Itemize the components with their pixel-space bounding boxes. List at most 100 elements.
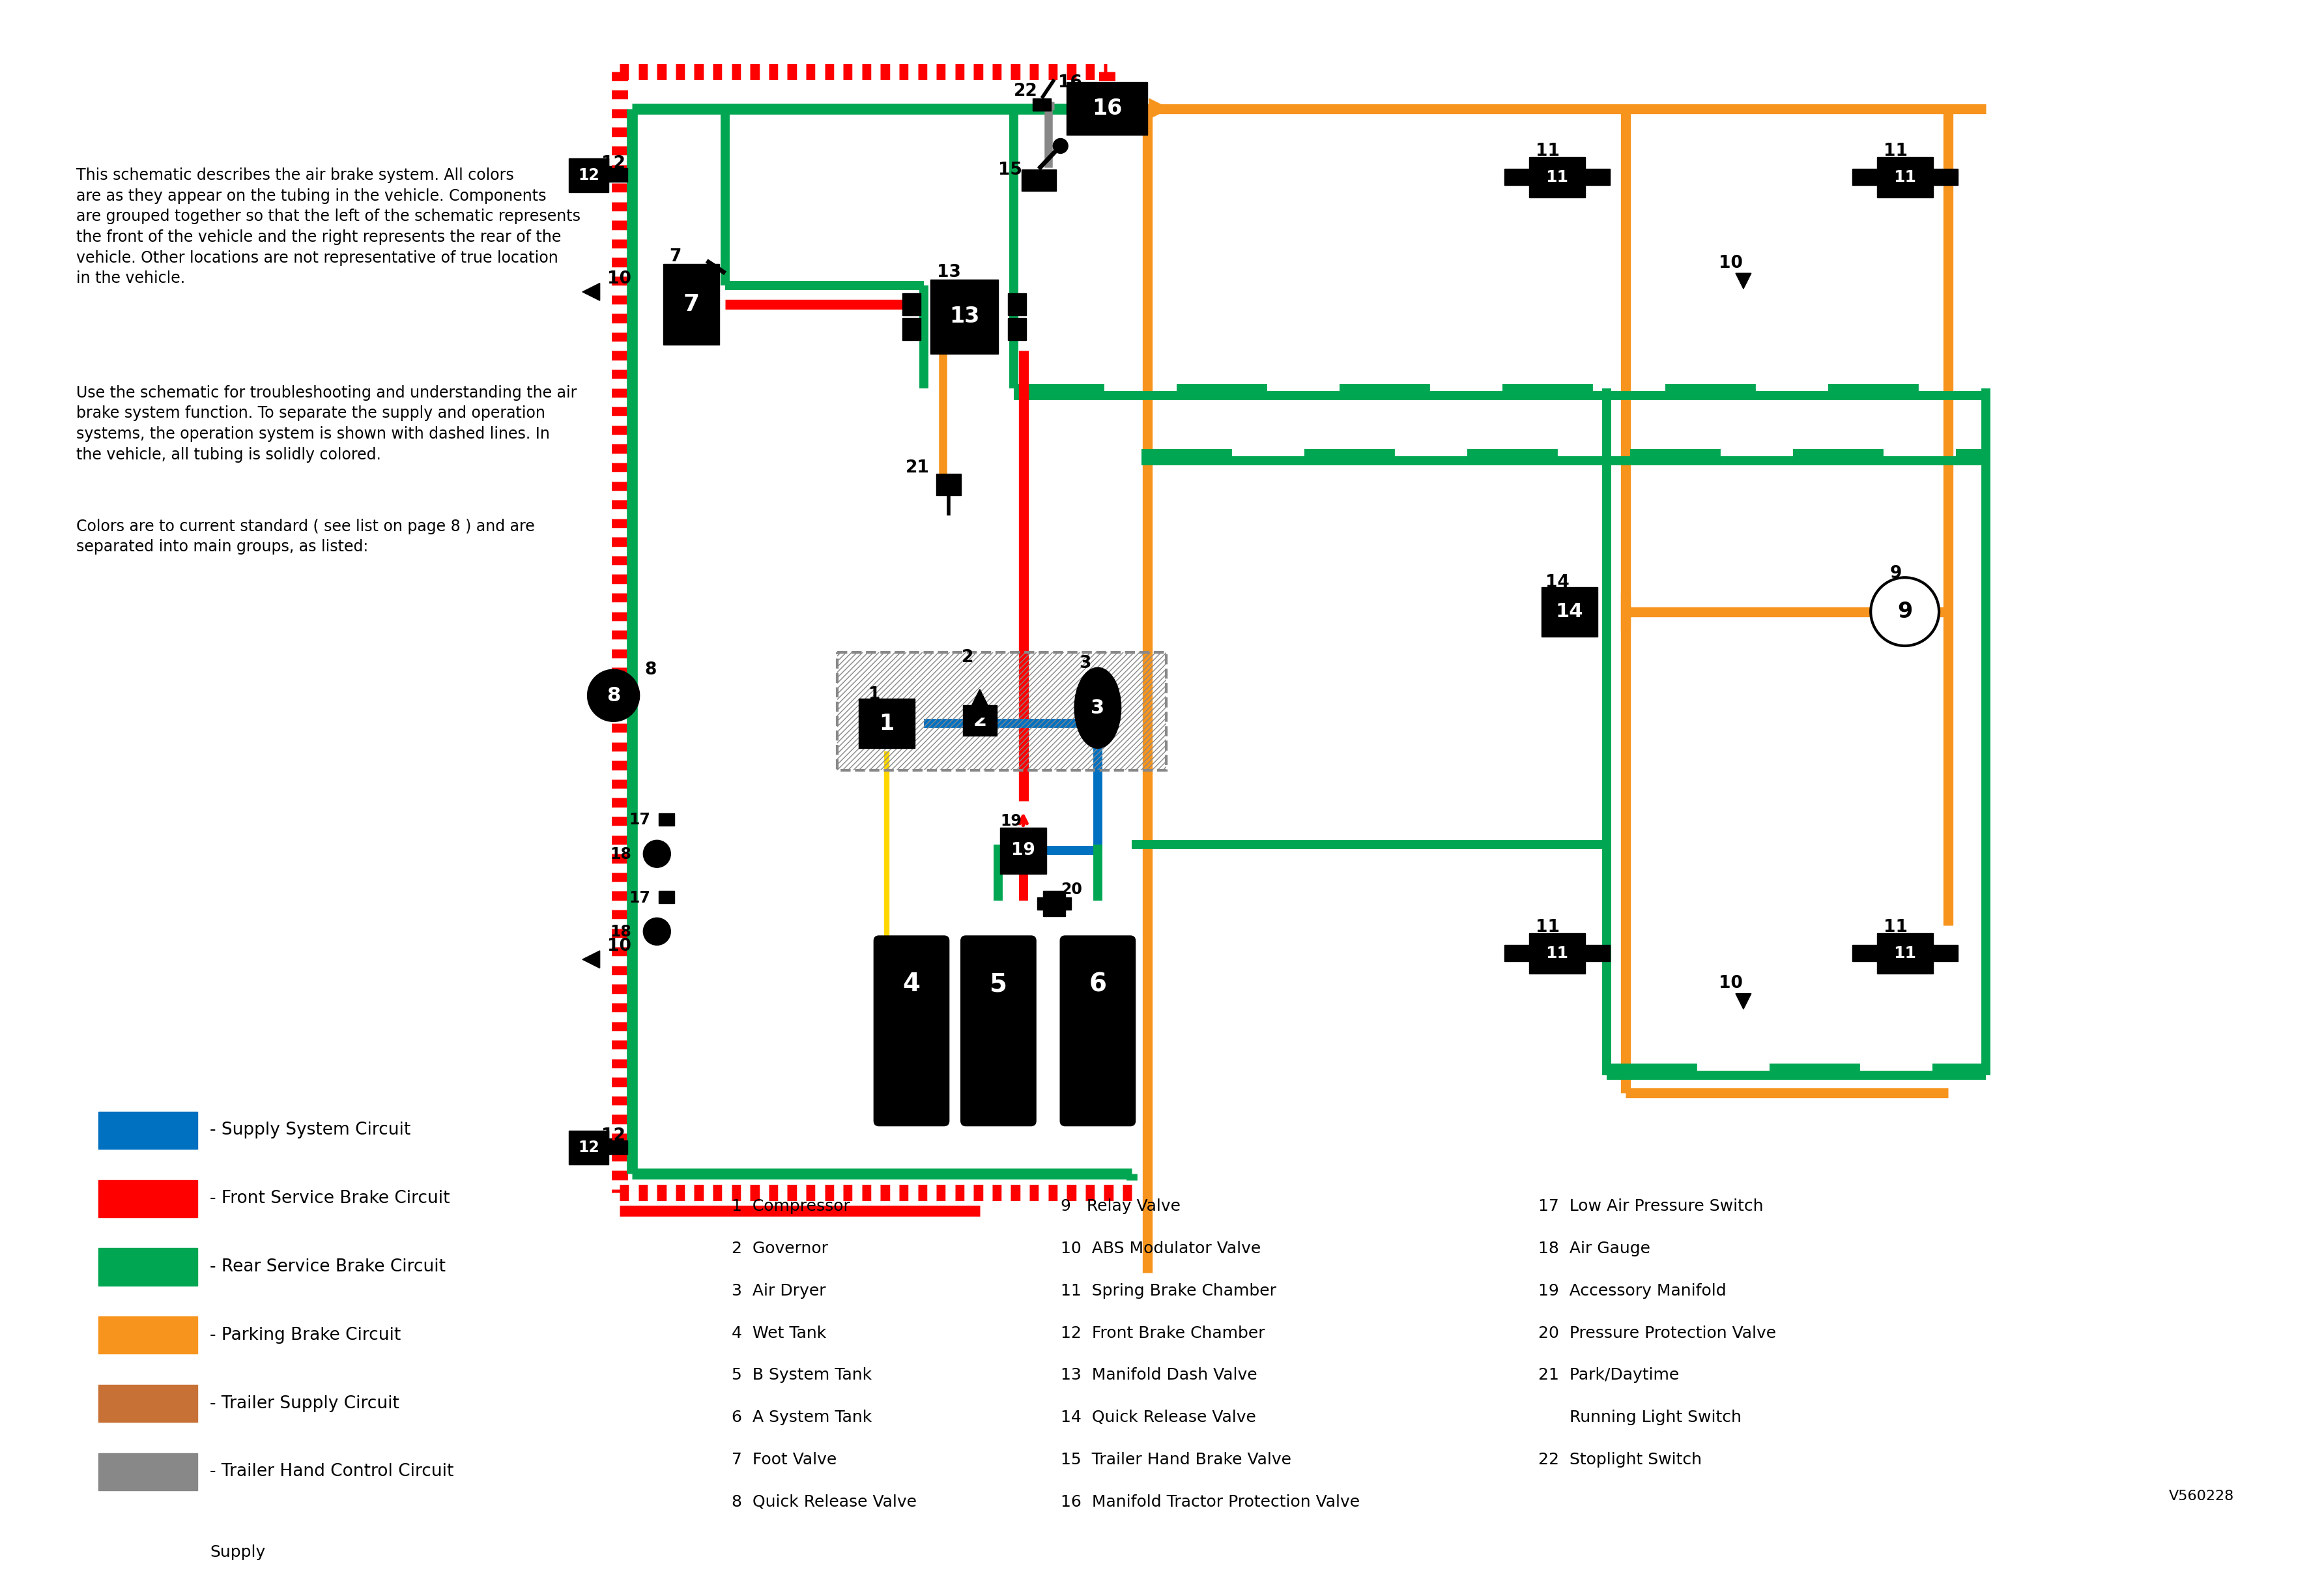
Bar [962, 705, 997, 736]
Text: 7: 7 [683, 293, 700, 316]
Text: 19: 19 [1011, 842, 1034, 859]
Circle shape [588, 669, 639, 722]
Text: 11: 11 [1882, 143, 1908, 159]
Bar [98, 1454, 198, 1490]
Bar [1852, 169, 1878, 185]
Bar [609, 1141, 627, 1154]
Text: 15: 15 [999, 161, 1023, 179]
Bar [1585, 169, 1611, 185]
Text: 8: 8 [607, 685, 621, 705]
Bar [1023, 169, 1055, 191]
Text: 13  Manifold Dash Valve: 13 Manifold Dash Valve [1060, 1368, 1257, 1384]
Text: 12: 12 [602, 155, 625, 172]
Text: - Front Service Brake Circuit: - Front Service Brake Circuit [209, 1191, 451, 1207]
Bar [569, 1130, 609, 1165]
Text: 19  Accessory Manifold: 19 Accessory Manifold [1538, 1283, 1727, 1299]
Polygon shape [1150, 99, 1169, 118]
Text: 16: 16 [1057, 75, 1081, 91]
Text: 20  Pressure Protection Valve: 20 Pressure Protection Valve [1538, 1325, 1776, 1341]
Text: 10: 10 [607, 269, 632, 287]
Text: This schematic describes the air brake system. All colors
are as they appear on : This schematic describes the air brake s… [77, 167, 581, 287]
FancyBboxPatch shape [960, 936, 1037, 1125]
Text: 14: 14 [1555, 603, 1583, 622]
Circle shape [1053, 139, 1069, 153]
Bar [1067, 83, 1148, 135]
Bar [837, 652, 1167, 770]
Text: 11: 11 [1882, 920, 1908, 936]
Text: 3: 3 [1090, 698, 1104, 717]
Text: 12  Front Brake Chamber: 12 Front Brake Chamber [1060, 1325, 1264, 1341]
Text: 11: 11 [1894, 945, 1917, 961]
Text: - Supply System Circuit: - Supply System Circuit [209, 1122, 411, 1138]
Text: 14  Quick Release Valve: 14 Quick Release Valve [1060, 1409, 1255, 1425]
Text: 2  Governor: 2 Governor [732, 1240, 827, 1256]
Text: 12: 12 [602, 1127, 625, 1144]
Bar [1062, 897, 1071, 910]
Text: 6: 6 [1090, 972, 1106, 996]
Bar [1529, 932, 1585, 974]
Text: 18  Air Gauge: 18 Air Gauge [1538, 1240, 1650, 1256]
Circle shape [644, 918, 672, 945]
Bar [658, 891, 674, 904]
Text: Running Light Switch: Running Light Switch [1538, 1409, 1741, 1425]
Bar [569, 158, 609, 193]
Text: 11: 11 [1536, 143, 1559, 159]
Bar [658, 813, 674, 826]
Text: 9: 9 [1889, 566, 1901, 582]
Bar [1878, 156, 1934, 198]
Bar [858, 698, 916, 748]
Polygon shape [1736, 273, 1752, 289]
Bar [1878, 932, 1934, 974]
Text: 12: 12 [579, 1140, 600, 1156]
Bar [98, 1111, 198, 1149]
Text: V560228: V560228 [2168, 1490, 2233, 1503]
Text: - Rear Service Brake Circuit: - Rear Service Brake Circuit [209, 1258, 446, 1275]
Bar [1037, 897, 1046, 910]
Text: 13: 13 [948, 306, 978, 327]
Text: 10: 10 [1720, 255, 1743, 271]
FancyBboxPatch shape [1060, 936, 1136, 1125]
Bar [937, 473, 962, 496]
Text: Colors are to current standard ( see list on page 8 ) and are
separated into mai: Colors are to current standard ( see lis… [77, 518, 535, 555]
Text: 2: 2 [974, 711, 988, 730]
Bar [1504, 945, 1529, 961]
Bar [1529, 156, 1585, 198]
Text: 1  Compressor: 1 Compressor [732, 1199, 851, 1215]
Text: 15  Trailer Hand Brake Valve: 15 Trailer Hand Brake Valve [1060, 1452, 1292, 1468]
Circle shape [644, 840, 672, 867]
Text: 8  Quick Release Valve: 8 Quick Release Valve [732, 1494, 916, 1510]
Bar [1585, 945, 1611, 961]
Text: 9: 9 [1896, 601, 1913, 622]
Bar [1852, 945, 1878, 961]
Text: 11: 11 [1545, 169, 1569, 185]
Ellipse shape [1074, 668, 1120, 748]
Text: 10: 10 [607, 937, 632, 955]
Text: 1: 1 [869, 685, 881, 703]
Text: 4  Wet Tank: 4 Wet Tank [732, 1325, 825, 1341]
Text: 3  Air Dryer: 3 Air Dryer [732, 1283, 825, 1299]
Text: 16  Manifold Tractor Protection Valve: 16 Manifold Tractor Protection Valve [1060, 1494, 1360, 1510]
Text: 21: 21 [906, 459, 930, 477]
Text: 22  Stoplight Switch: 22 Stoplight Switch [1538, 1452, 1701, 1468]
Bar [662, 265, 718, 344]
Text: 19: 19 [999, 813, 1023, 829]
Text: 1: 1 [878, 713, 895, 735]
Bar [1934, 945, 1957, 961]
Bar [1043, 891, 1064, 917]
Text: 12: 12 [579, 167, 600, 183]
Text: 5: 5 [990, 972, 1006, 996]
Polygon shape [1736, 993, 1752, 1009]
Text: 3: 3 [1078, 655, 1092, 673]
Bar [98, 1248, 198, 1285]
Text: 18: 18 [611, 846, 632, 862]
Text: 22: 22 [1013, 83, 1039, 99]
Bar [902, 293, 920, 316]
Bar [902, 319, 920, 340]
Text: 14: 14 [1545, 574, 1569, 591]
Text: 11: 11 [1894, 169, 1917, 185]
Text: 16: 16 [1092, 97, 1122, 120]
FancyBboxPatch shape [874, 936, 948, 1125]
Text: 11: 11 [1536, 920, 1559, 936]
Text: - Trailer Supply Circuit: - Trailer Supply Circuit [209, 1395, 400, 1412]
Polygon shape [583, 950, 600, 968]
